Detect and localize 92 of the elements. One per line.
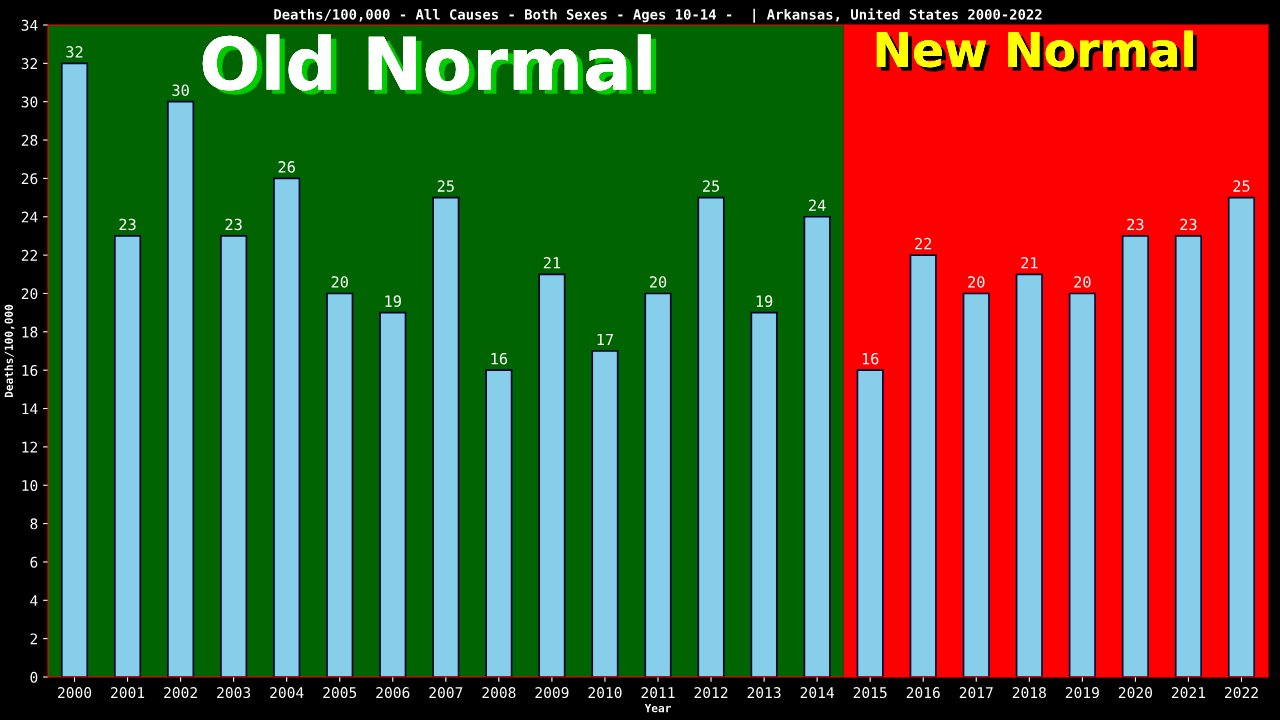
- chart-title: Deaths/100,000 - All Causes - Both Sexes - Ages 10-14 - | Arkansas, United States 2000-2022: [274, 8, 1042, 23]
- bar: [432, 196, 460, 677]
- data-label: 25: [1233, 180, 1250, 192]
- bar: [273, 177, 301, 677]
- data-label: 20: [649, 276, 667, 288]
- y-tick-label: 30: [21, 96, 38, 108]
- bar: [856, 369, 884, 677]
- data-label: 17: [597, 333, 614, 346]
- x-tick-label: 2018: [1012, 687, 1046, 699]
- bar: [220, 235, 248, 677]
- data-label: 23: [225, 218, 242, 231]
- data-label: 25: [702, 180, 720, 192]
- x-tick-label: 2007: [429, 687, 463, 699]
- bar: [909, 254, 937, 677]
- bar: [697, 196, 725, 677]
- x-tick-label: 2004: [270, 687, 304, 699]
- x-tick-label: 2005: [323, 687, 357, 699]
- bar: [750, 311, 778, 677]
- data-label: 21: [1021, 257, 1038, 269]
- x-tick-label: 2006: [376, 687, 410, 699]
- x-tick-label: 2019: [1065, 687, 1099, 699]
- bar: [1227, 196, 1256, 677]
- x-tick-label: 2021: [1171, 687, 1206, 699]
- y-tick-label: 8: [30, 518, 38, 530]
- x-tick-label: 2020: [1118, 687, 1153, 699]
- y-tick-label: 10: [22, 479, 38, 492]
- y-tick-label: 22: [21, 249, 38, 261]
- y-tick-label: 34: [21, 19, 38, 31]
- y-tick-label: 14: [22, 403, 38, 415]
- y-tick-label: 12: [22, 441, 38, 453]
- x-tick-label: 2009: [535, 687, 569, 699]
- bar: [60, 62, 89, 677]
- data-label: 16: [491, 352, 508, 365]
- y-tick-label: 32: [21, 58, 38, 70]
- x-tick-label: 2022: [1225, 687, 1258, 699]
- x-tick-label: 2011: [641, 687, 675, 699]
- y-axis-title: Deaths/100,000: [4, 304, 15, 398]
- data-label: 24: [809, 199, 826, 211]
- data-label: 20: [331, 276, 348, 288]
- x-tick-label: 2003: [217, 687, 251, 699]
- bar: [1121, 235, 1149, 677]
- data-label: 19: [756, 295, 773, 307]
- y-tick-label: 26: [21, 173, 38, 185]
- y-tick-label: 20: [21, 288, 38, 300]
- bar: [485, 369, 513, 677]
- y-tick-label: 0: [30, 671, 38, 683]
- data-label: 23: [1180, 218, 1197, 231]
- data-label: 25: [437, 180, 454, 192]
- x-axis-title: Year: [644, 704, 671, 713]
- data-label: 21: [543, 257, 561, 269]
- bar: [591, 350, 619, 677]
- y-tick-label: 28: [21, 134, 38, 146]
- bar: [326, 292, 354, 677]
- data-label: 23: [119, 218, 136, 231]
- x-tick-label: 2015: [853, 687, 887, 699]
- data-label: 22: [915, 237, 932, 250]
- data-label: 20: [1074, 276, 1091, 288]
- bar: [1174, 235, 1203, 677]
- bar: [113, 235, 142, 677]
- x-tick-label: 2010: [588, 687, 622, 699]
- x-tick-label: 2008: [482, 687, 516, 699]
- x-tick-label: 2014: [800, 687, 834, 699]
- data-label: 20: [968, 276, 985, 288]
- bar: [962, 292, 990, 677]
- y-tick-label: 18: [22, 326, 38, 338]
- x-tick-label: 2012: [694, 687, 728, 699]
- y-tick-label: 24: [21, 211, 38, 223]
- bar: [167, 100, 195, 677]
- x-tick-label: 2017: [959, 687, 993, 699]
- x-tick-label: 2002: [164, 687, 197, 699]
- x-tick-label: 2001: [111, 687, 145, 699]
- y-tick-label: 16: [22, 364, 38, 376]
- y-tick-label: 4: [30, 595, 38, 606]
- data-label: 32: [66, 46, 83, 58]
- y-tick-label: 6: [30, 556, 38, 568]
- x-tick-label: 2013: [747, 687, 781, 699]
- data-label: 16: [862, 352, 879, 365]
- x-tick-label: 2000: [58, 687, 92, 699]
- bar: [379, 311, 407, 677]
- bar: [1068, 292, 1096, 677]
- bar: [538, 273, 566, 677]
- bar: [644, 292, 672, 677]
- band-label: Old Normal: [202, 34, 657, 95]
- x-tick-label: 2016: [906, 687, 940, 699]
- data-label: 26: [278, 161, 295, 173]
- data-label: 30: [172, 84, 189, 96]
- band-label: New Normal: [876, 30, 1197, 72]
- data-label: 23: [1127, 218, 1144, 231]
- y-tick-label: 2: [30, 633, 38, 645]
- data-label: 19: [385, 295, 401, 307]
- bar: [803, 215, 831, 677]
- bar: [1015, 273, 1043, 677]
